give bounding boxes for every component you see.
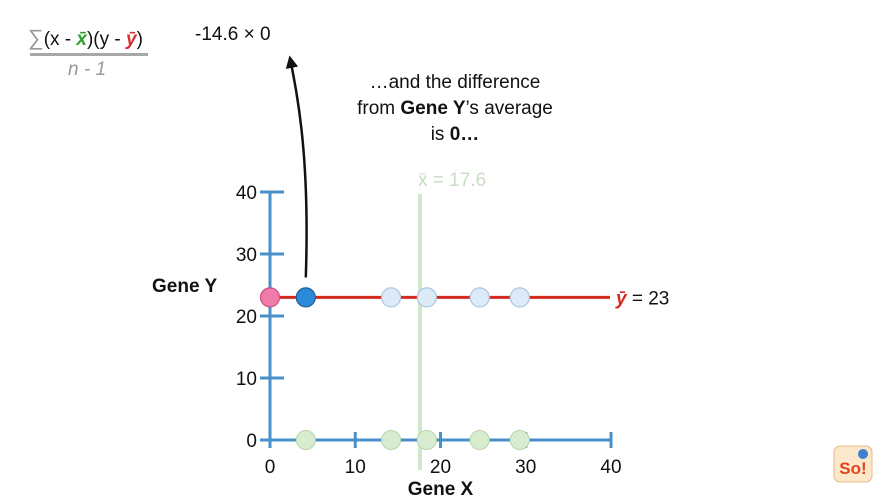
x-projection-point bbox=[509, 430, 530, 450]
logo-text: So! bbox=[839, 459, 866, 478]
x-projection-point bbox=[381, 430, 402, 450]
x-tick-label: 40 bbox=[600, 457, 621, 478]
sum-symbol: ∑ bbox=[28, 25, 44, 50]
annotation-fragment: is bbox=[430, 124, 450, 145]
annotation-line-1: …and the difference bbox=[369, 72, 541, 93]
x-projection-point bbox=[416, 430, 437, 450]
statquest-logo: So! bbox=[833, 445, 873, 483]
mean-y-symbol: ȳ bbox=[615, 288, 628, 309]
fraction-bar bbox=[30, 53, 148, 56]
data-point-faded bbox=[416, 287, 437, 308]
product-text: -14.6 × 0 bbox=[195, 24, 271, 45]
formula-numerator: ∑(x - x̄)(y - ȳ) bbox=[28, 25, 143, 51]
y-tick-label: 30 bbox=[236, 245, 257, 266]
data-point-active bbox=[295, 287, 316, 308]
y-axis-label: Gene Y bbox=[152, 276, 217, 297]
data-point-faded bbox=[380, 287, 402, 308]
y-tick-label: 10 bbox=[236, 369, 257, 390]
y-tick-label: 0 bbox=[246, 431, 257, 452]
logo-dot bbox=[858, 449, 868, 459]
covariance-formula: ∑(x - x̄)(y - ȳ) n - 1 bbox=[22, 22, 152, 84]
mean-x-label: x̄ = 17.6 bbox=[418, 170, 486, 191]
formula-part: )(y - bbox=[86, 29, 127, 50]
formula-ybar: ȳ bbox=[126, 29, 137, 50]
x-projection-point bbox=[295, 430, 316, 450]
formula-part: (x - bbox=[43, 29, 77, 50]
x-projection-point bbox=[469, 430, 490, 450]
x-tick-label: 30 bbox=[515, 457, 536, 478]
formula-part: ) bbox=[136, 29, 143, 50]
annotation-line-2: from Gene Y’s average bbox=[320, 96, 590, 122]
x-tick-label: 10 bbox=[345, 457, 366, 478]
data-point-pink bbox=[259, 287, 281, 308]
data-point-faded bbox=[509, 287, 530, 308]
x-tick-label: 20 bbox=[430, 457, 451, 478]
mean-y-value: = 23 bbox=[627, 288, 670, 309]
annotation-text: …and the difference from Gene Y’s averag… bbox=[320, 70, 590, 148]
formula-denominator: n - 1 bbox=[68, 59, 107, 80]
mean-y-label: ȳ = 23 bbox=[615, 288, 669, 309]
x-tick-label: 0 bbox=[265, 457, 276, 478]
annotation-fragment: ’s average bbox=[465, 98, 553, 119]
y-tick-label: 40 bbox=[236, 183, 257, 204]
annotation-bold: Gene Y bbox=[400, 98, 466, 119]
pointer-arrow bbox=[285, 55, 308, 278]
formula-xbar: x̄ bbox=[76, 29, 87, 50]
annotation-fragment: from bbox=[357, 98, 401, 119]
y-tick-label: 20 bbox=[236, 307, 257, 328]
data-point-faded bbox=[469, 287, 490, 308]
x-axis-label: Gene X bbox=[408, 479, 474, 500]
annotation-bold: 0… bbox=[449, 124, 480, 145]
annotation-line-3: is 0… bbox=[320, 122, 590, 148]
